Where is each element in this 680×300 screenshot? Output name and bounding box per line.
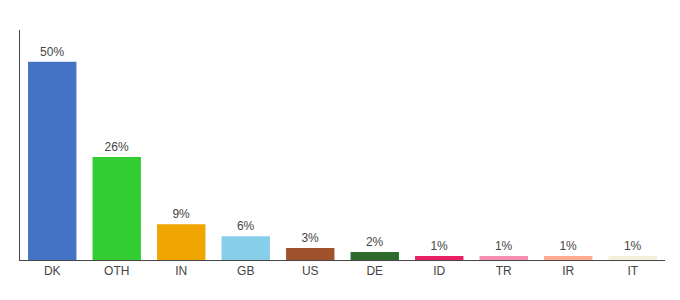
svg-text:50%: 50% xyxy=(40,45,64,59)
svg-text:US: US xyxy=(302,264,319,278)
svg-text:3%: 3% xyxy=(301,231,319,245)
svg-text:IN: IN xyxy=(175,264,187,278)
svg-text:DK: DK xyxy=(44,264,61,278)
svg-text:TR: TR xyxy=(496,264,512,278)
svg-text:6%: 6% xyxy=(237,219,255,233)
svg-text:ID: ID xyxy=(433,264,445,278)
svg-text:26%: 26% xyxy=(105,140,129,154)
svg-text:IR: IR xyxy=(562,264,574,278)
svg-text:1%: 1% xyxy=(430,239,448,253)
svg-text:IT: IT xyxy=(627,264,638,278)
svg-text:1%: 1% xyxy=(624,239,642,253)
svg-text:OTH: OTH xyxy=(104,264,129,278)
svg-text:DE: DE xyxy=(366,264,383,278)
svg-text:2%: 2% xyxy=(366,235,384,249)
svg-text:GB: GB xyxy=(237,264,254,278)
svg-text:9%: 9% xyxy=(172,207,190,221)
svg-text:1%: 1% xyxy=(559,239,577,253)
svg-text:1%: 1% xyxy=(495,239,513,253)
